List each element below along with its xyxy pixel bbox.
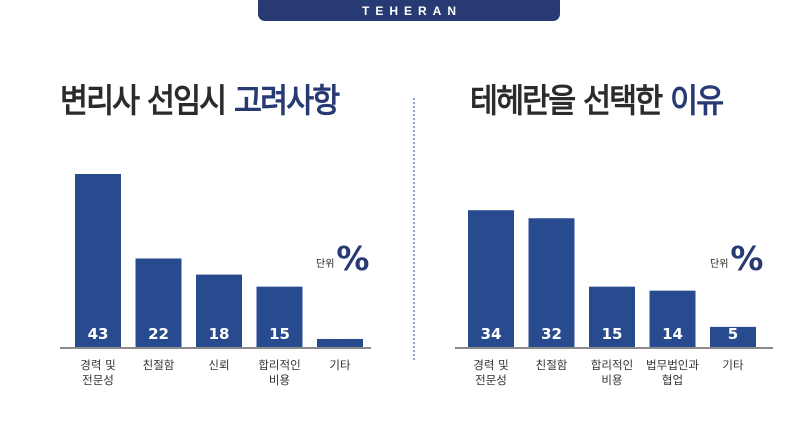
right-bar-1	[528, 218, 575, 347]
left-bar-value-3: 15	[269, 325, 290, 343]
brand-text: TEHERAN	[361, 3, 462, 18]
right-bar-4	[710, 326, 756, 347]
left-bar-value-0: 43	[88, 325, 109, 343]
left-unit-text: 단위	[316, 259, 335, 270]
right-unit-symbol: %	[730, 239, 764, 278]
right-bar-value-0: 34	[481, 325, 502, 343]
left-unit-label: 단위 %	[316, 239, 370, 278]
right-category-label-0: 전문성	[475, 373, 507, 387]
right-bar-value-1: 32	[541, 325, 562, 343]
right-bar-value-3: 14	[662, 325, 683, 343]
left-category-label-2: 신뢰	[208, 358, 229, 372]
left-bar-value-1: 22	[148, 325, 169, 343]
right-bar-3	[649, 290, 696, 347]
left-unit-symbol: %	[336, 239, 370, 278]
left-category-label-4: 기타	[329, 358, 351, 372]
right-chart-title: 테헤란을 선택한 이유	[470, 74, 724, 122]
left-bar-value-4: 2	[335, 325, 345, 343]
section-divider	[413, 98, 415, 360]
left-bar-0	[75, 174, 121, 347]
left-bar-2	[196, 274, 242, 347]
right-bar-0	[468, 210, 514, 347]
left-bar-3	[256, 286, 303, 347]
right-bar-value-2: 15	[602, 325, 623, 343]
left-title-accent: 고려사항	[234, 81, 340, 120]
right-category-label-4: 기타	[722, 358, 744, 372]
left-bar-1	[135, 258, 182, 347]
right-title-main: 테헤란을 선택한	[470, 81, 671, 120]
left-category-label-1: 친절함	[143, 358, 175, 372]
right-category-label-2: 비용	[601, 373, 622, 387]
right-bar-2	[589, 286, 635, 347]
left-title-main: 변리사 선임시	[60, 81, 235, 120]
left-category-label-0: 경력 및	[80, 358, 115, 372]
left-bar-4	[317, 338, 363, 347]
brand-banner: TEHERAN	[258, 0, 560, 21]
left-category-label-3: 비용	[269, 373, 290, 387]
right-category-label-2: 합리적인	[591, 358, 633, 372]
left-category-label-3: 합리적인	[258, 358, 300, 372]
right-category-label-3: 협업	[662, 373, 683, 387]
right-title-accent: 이유	[670, 81, 724, 120]
left-category-label-0: 전문성	[82, 373, 114, 387]
left-bar-value-2: 18	[209, 325, 230, 343]
right-category-label-3: 법무법인과	[646, 358, 699, 372]
right-unit-text: 단위	[710, 259, 729, 270]
right-unit-label: 단위 %	[710, 239, 764, 278]
left-chart-title: 변리사 선임시 고려사항	[60, 74, 340, 122]
right-category-label-0: 경력 및	[473, 358, 508, 372]
right-category-label-1: 친절함	[536, 358, 568, 372]
right-bar-value-4: 5	[728, 325, 738, 343]
